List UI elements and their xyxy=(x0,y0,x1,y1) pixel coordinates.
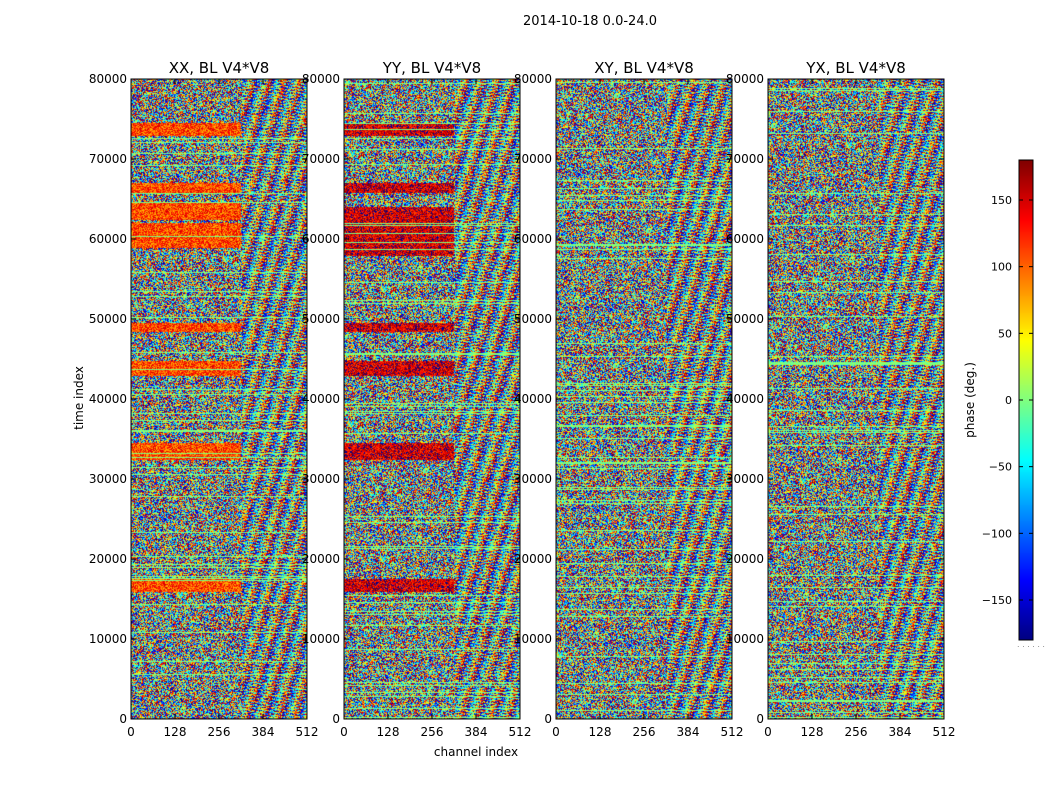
panel-frame xyxy=(343,78,521,720)
y-tick-label: 40000 xyxy=(89,392,127,406)
x-tick-label: 128 xyxy=(377,725,400,739)
x-tick-label: 256 xyxy=(208,725,231,739)
colorbar-tick-label: 100 xyxy=(991,261,1012,274)
panel-frame xyxy=(130,78,308,720)
x-tick-label: 512 xyxy=(509,725,532,739)
x-tick-label: 256 xyxy=(633,725,656,739)
y-tick-label: 60000 xyxy=(302,232,340,246)
colorbar-label: phase (deg.) xyxy=(963,362,977,438)
y-tick-label: 80000 xyxy=(89,72,127,86)
y-tick-label: 50000 xyxy=(302,312,340,326)
y-tick-label: 80000 xyxy=(302,72,340,86)
y-tick-label: 60000 xyxy=(726,232,764,246)
y-tick-label: 50000 xyxy=(726,312,764,326)
x-axis-label: channel index xyxy=(433,745,519,759)
y-tick-label: 70000 xyxy=(726,152,764,166)
panel-frame xyxy=(767,78,945,720)
colorbar-tick-label: −100 xyxy=(982,527,1012,540)
x-tick-label: 384 xyxy=(677,725,700,739)
y-tick-label: 20000 xyxy=(89,552,127,566)
x-tick-label: 384 xyxy=(889,725,912,739)
heatmap-yx xyxy=(768,79,944,719)
y-tick-label: 80000 xyxy=(726,72,764,86)
heatmap-xx xyxy=(131,79,307,719)
x-tick-label: 128 xyxy=(589,725,612,739)
x-tick-label: 384 xyxy=(252,725,275,739)
colorbar-tick-label: −150 xyxy=(982,594,1012,607)
panel-title-yy: YY, BL V4*V8 xyxy=(382,59,482,77)
x-tick-label: 0 xyxy=(127,725,135,739)
y-tick-label: 30000 xyxy=(514,472,552,486)
x-tick-label: 384 xyxy=(465,725,488,739)
y-tick-label: 40000 xyxy=(726,392,764,406)
heatmap-yy xyxy=(344,79,520,719)
y-axis-label: time index xyxy=(72,366,86,430)
colorbar-tick-label: −50 xyxy=(989,461,1012,474)
y-tick-label: 50000 xyxy=(514,312,552,326)
y-tick-label: 10000 xyxy=(726,632,764,646)
y-tick-label: 10000 xyxy=(302,632,340,646)
figure-suptitle: 2014-10-18 0.0-24.0 xyxy=(523,14,657,29)
y-tick-label: 80000 xyxy=(514,72,552,86)
colorbar-tick-label: 150 xyxy=(991,194,1012,207)
heatmap-xy xyxy=(556,79,732,719)
y-tick-label: 0 xyxy=(332,712,340,726)
x-tick-label: 128 xyxy=(164,725,187,739)
y-tick-label: 10000 xyxy=(514,632,552,646)
x-tick-label: 512 xyxy=(933,725,956,739)
y-tick-label: 0 xyxy=(544,712,552,726)
x-tick-label: 512 xyxy=(296,725,319,739)
panel-title-xx: XX, BL V4*V8 xyxy=(168,59,270,77)
y-tick-label: 40000 xyxy=(302,392,340,406)
y-tick-label: 30000 xyxy=(726,472,764,486)
x-tick-label: 512 xyxy=(721,725,744,739)
y-tick-label: 70000 xyxy=(514,152,552,166)
colorbar xyxy=(1019,160,1033,640)
y-tick-label: 30000 xyxy=(302,472,340,486)
x-tick-label: 0 xyxy=(764,725,772,739)
panel-title-xy: XY, BL V4*V8 xyxy=(594,59,694,77)
y-tick-label: 30000 xyxy=(89,472,127,486)
y-tick-label: 70000 xyxy=(89,152,127,166)
y-tick-label: 0 xyxy=(119,712,127,726)
x-tick-label: 256 xyxy=(845,725,868,739)
y-tick-label: 60000 xyxy=(89,232,127,246)
x-tick-label: 256 xyxy=(421,725,444,739)
x-tick-label: 0 xyxy=(552,725,560,739)
colorbar-tick-label: 50 xyxy=(998,327,1012,340)
panel-title-yx: YX, BL V4*V8 xyxy=(806,59,906,77)
x-tick-label: 0 xyxy=(340,725,348,739)
y-tick-label: 0 xyxy=(756,712,764,726)
colorbar-extension-mark: . . . . . . xyxy=(1017,640,1045,649)
y-tick-label: 40000 xyxy=(514,392,552,406)
x-tick-label: 128 xyxy=(801,725,824,739)
y-tick-label: 10000 xyxy=(89,632,127,646)
colorbar-tick-label: 0 xyxy=(1005,394,1012,407)
y-tick-label: 20000 xyxy=(514,552,552,566)
y-tick-label: 20000 xyxy=(302,552,340,566)
y-tick-label: 60000 xyxy=(514,232,552,246)
panel-frame xyxy=(555,78,733,720)
y-tick-label: 50000 xyxy=(89,312,127,326)
y-tick-label: 70000 xyxy=(302,152,340,166)
y-tick-label: 20000 xyxy=(726,552,764,566)
